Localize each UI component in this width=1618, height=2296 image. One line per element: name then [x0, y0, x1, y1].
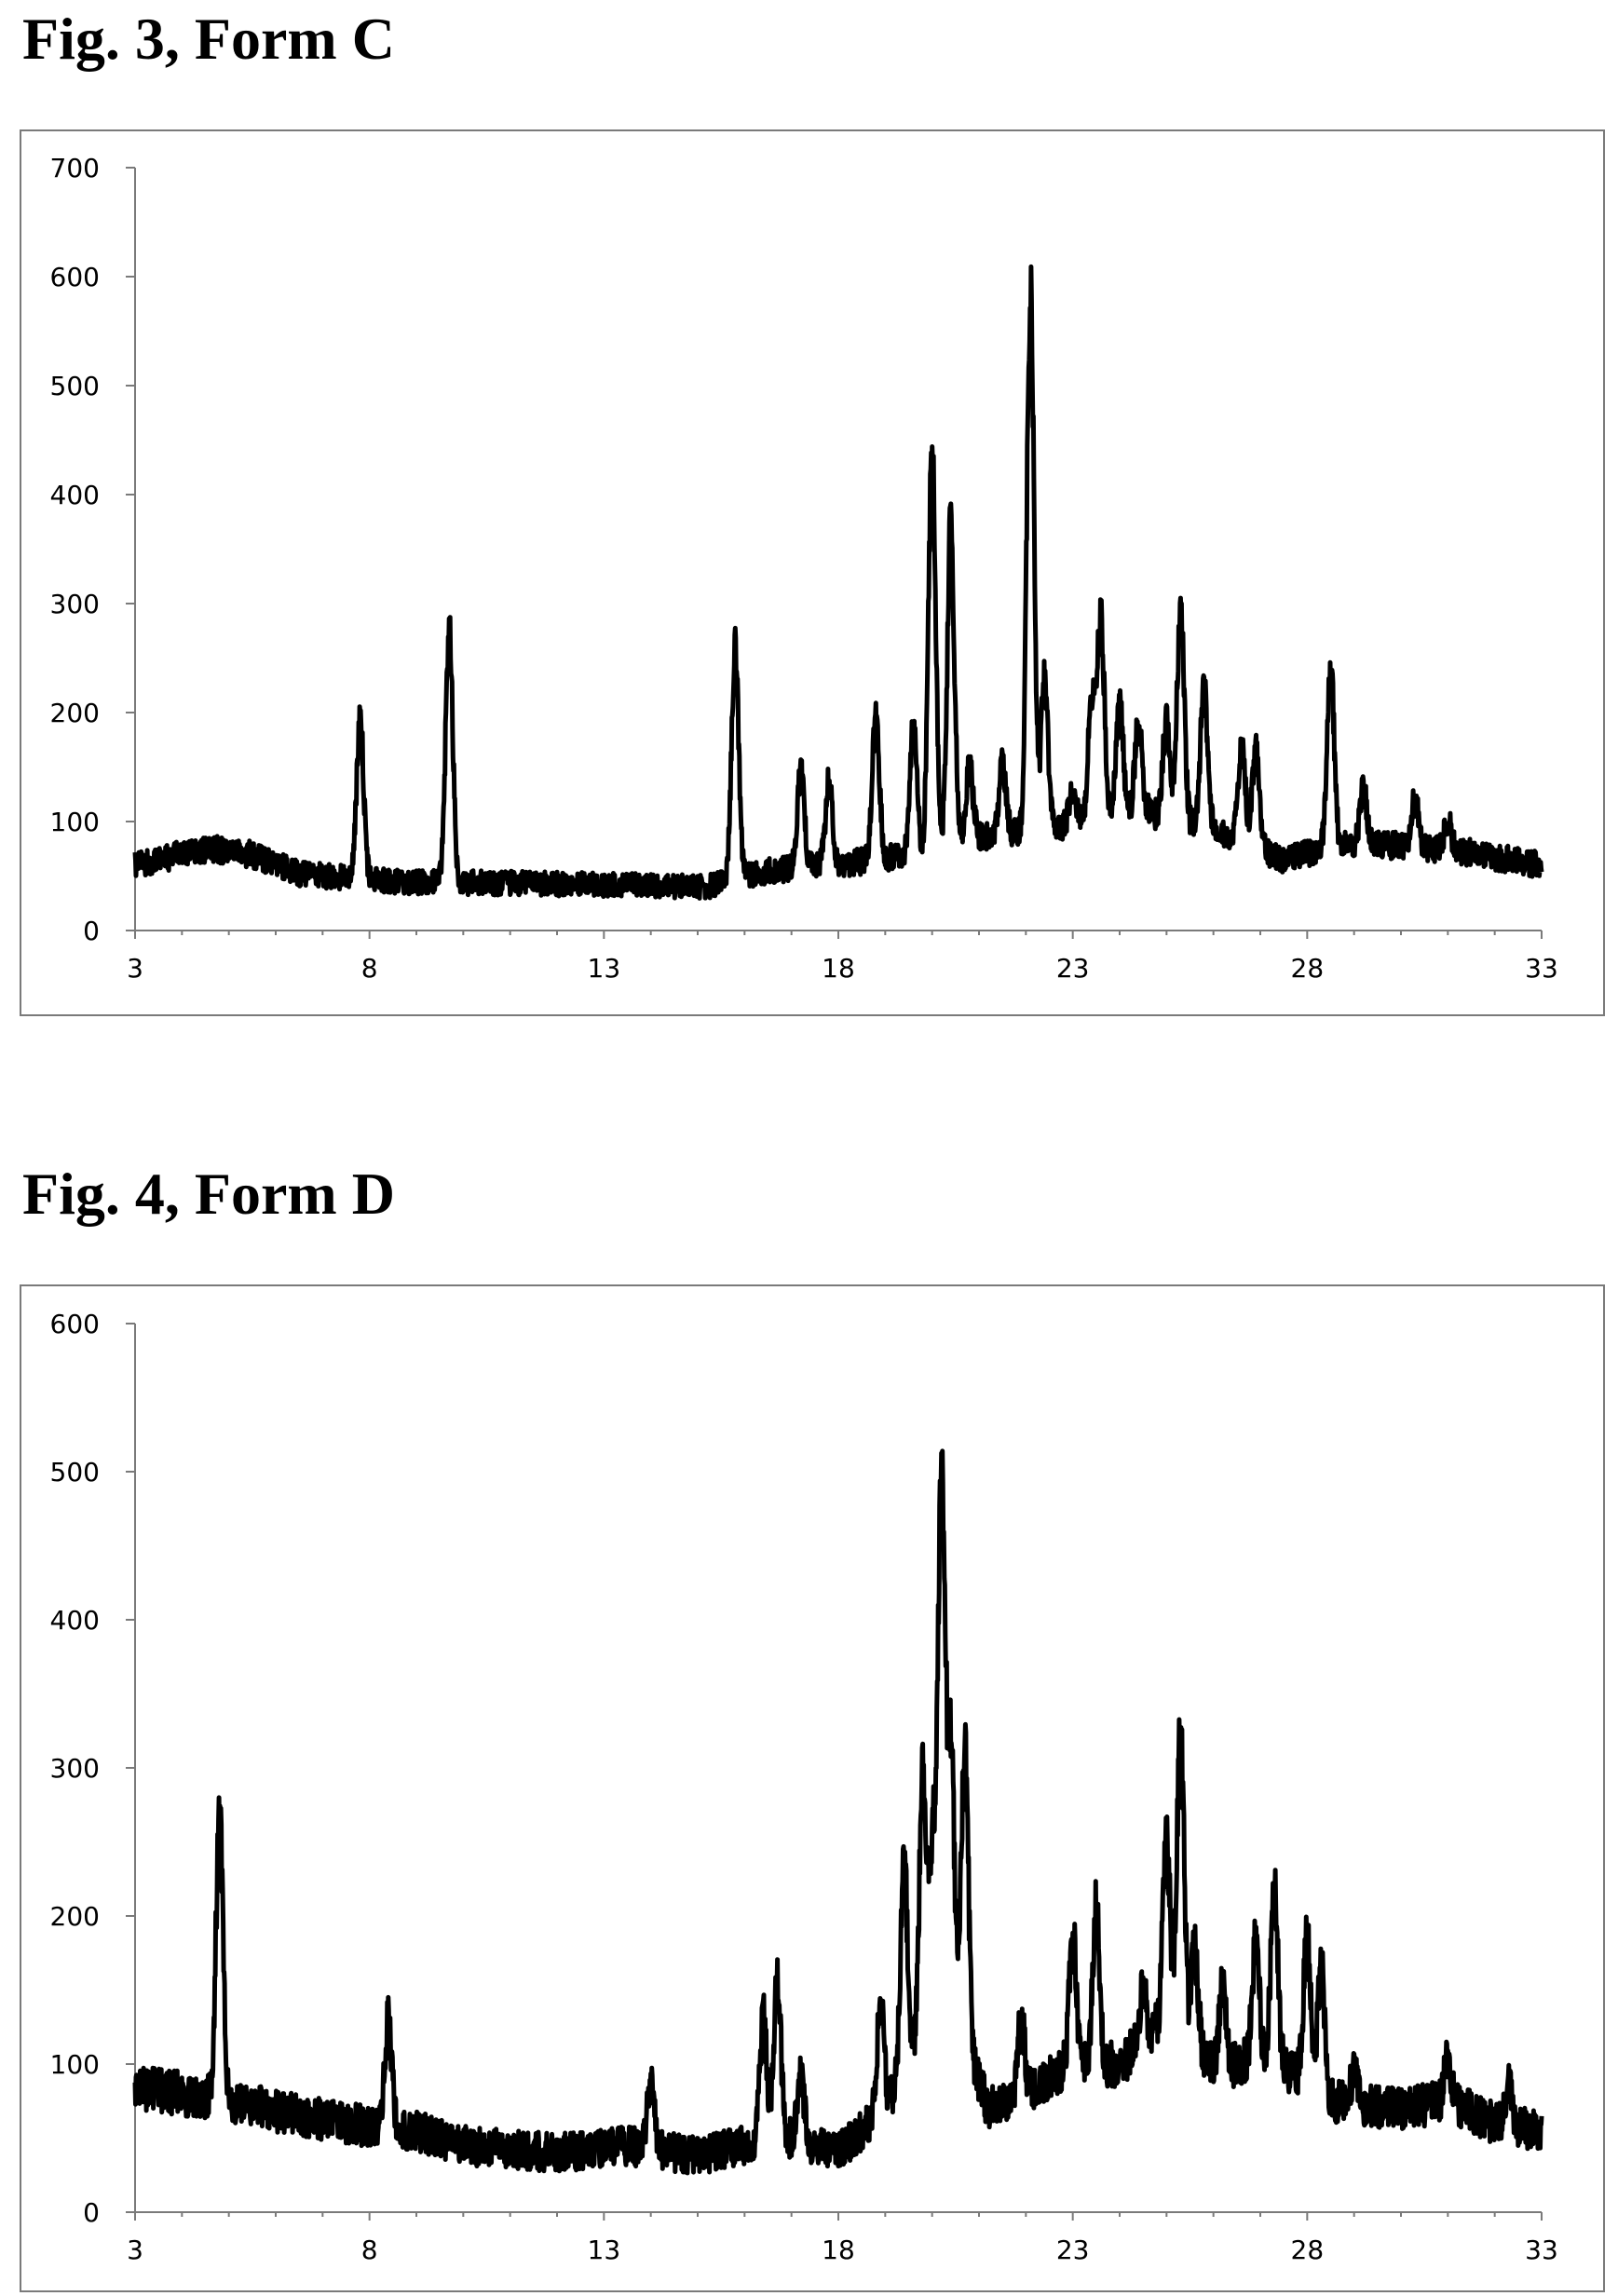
diffraction-trace [132, 1448, 1544, 2176]
x-tick-label: 8 [361, 953, 378, 984]
x-tick-label: 33 [1525, 953, 1558, 984]
x-tick-label: 8 [361, 2235, 378, 2265]
y-tick-label: 700 [50, 153, 100, 183]
y-tick-label: 400 [50, 1605, 100, 1636]
y-tick-label: 0 [83, 2197, 100, 2228]
x-tick-label: 23 [1056, 953, 1090, 984]
x-tick-label: 18 [822, 2235, 855, 2265]
figure-4-chart: 0 100 200 300 400 500 600 3 8 13 18 23 28 33 [20, 1284, 1605, 2292]
x-tick-label: 3 [127, 953, 143, 984]
y-tick-label: 600 [50, 262, 100, 292]
figure-3-title: Fig. 3, Form C [22, 6, 395, 72]
y-tick-label: 400 [50, 480, 100, 510]
diffraction-trace [132, 264, 1544, 901]
x-tick-label: 23 [1056, 2235, 1090, 2265]
x-tick-label: 13 [588, 953, 621, 984]
y-tick-label: 100 [50, 807, 100, 837]
y-tick-label: 300 [50, 589, 100, 619]
figure-3-chart: 0 100 200 300 400 500 600 700 3 8 13 18 23 28 33 [20, 129, 1605, 1016]
y-tick-label: 0 [83, 916, 100, 946]
y-tick-label: 100 [50, 2049, 100, 2080]
figure-4-title: Fig. 4, Form D [22, 1161, 395, 1227]
y-tick-label: 500 [50, 371, 100, 401]
y-tick-label: 600 [50, 1309, 100, 1339]
x-tick-label: 13 [588, 2235, 621, 2265]
x-tick-label: 28 [1291, 2235, 1325, 2265]
x-tick-label: 33 [1525, 2235, 1558, 2265]
y-tick-label: 200 [50, 1901, 100, 1932]
y-tick-label: 200 [50, 698, 100, 728]
x-tick-label: 18 [822, 953, 855, 984]
x-tick-label: 28 [1291, 953, 1325, 984]
y-tick-label: 300 [50, 1753, 100, 1784]
chart-frame [20, 129, 1605, 1016]
x-tick-label: 3 [127, 2235, 143, 2265]
y-tick-label: 500 [50, 1457, 100, 1488]
